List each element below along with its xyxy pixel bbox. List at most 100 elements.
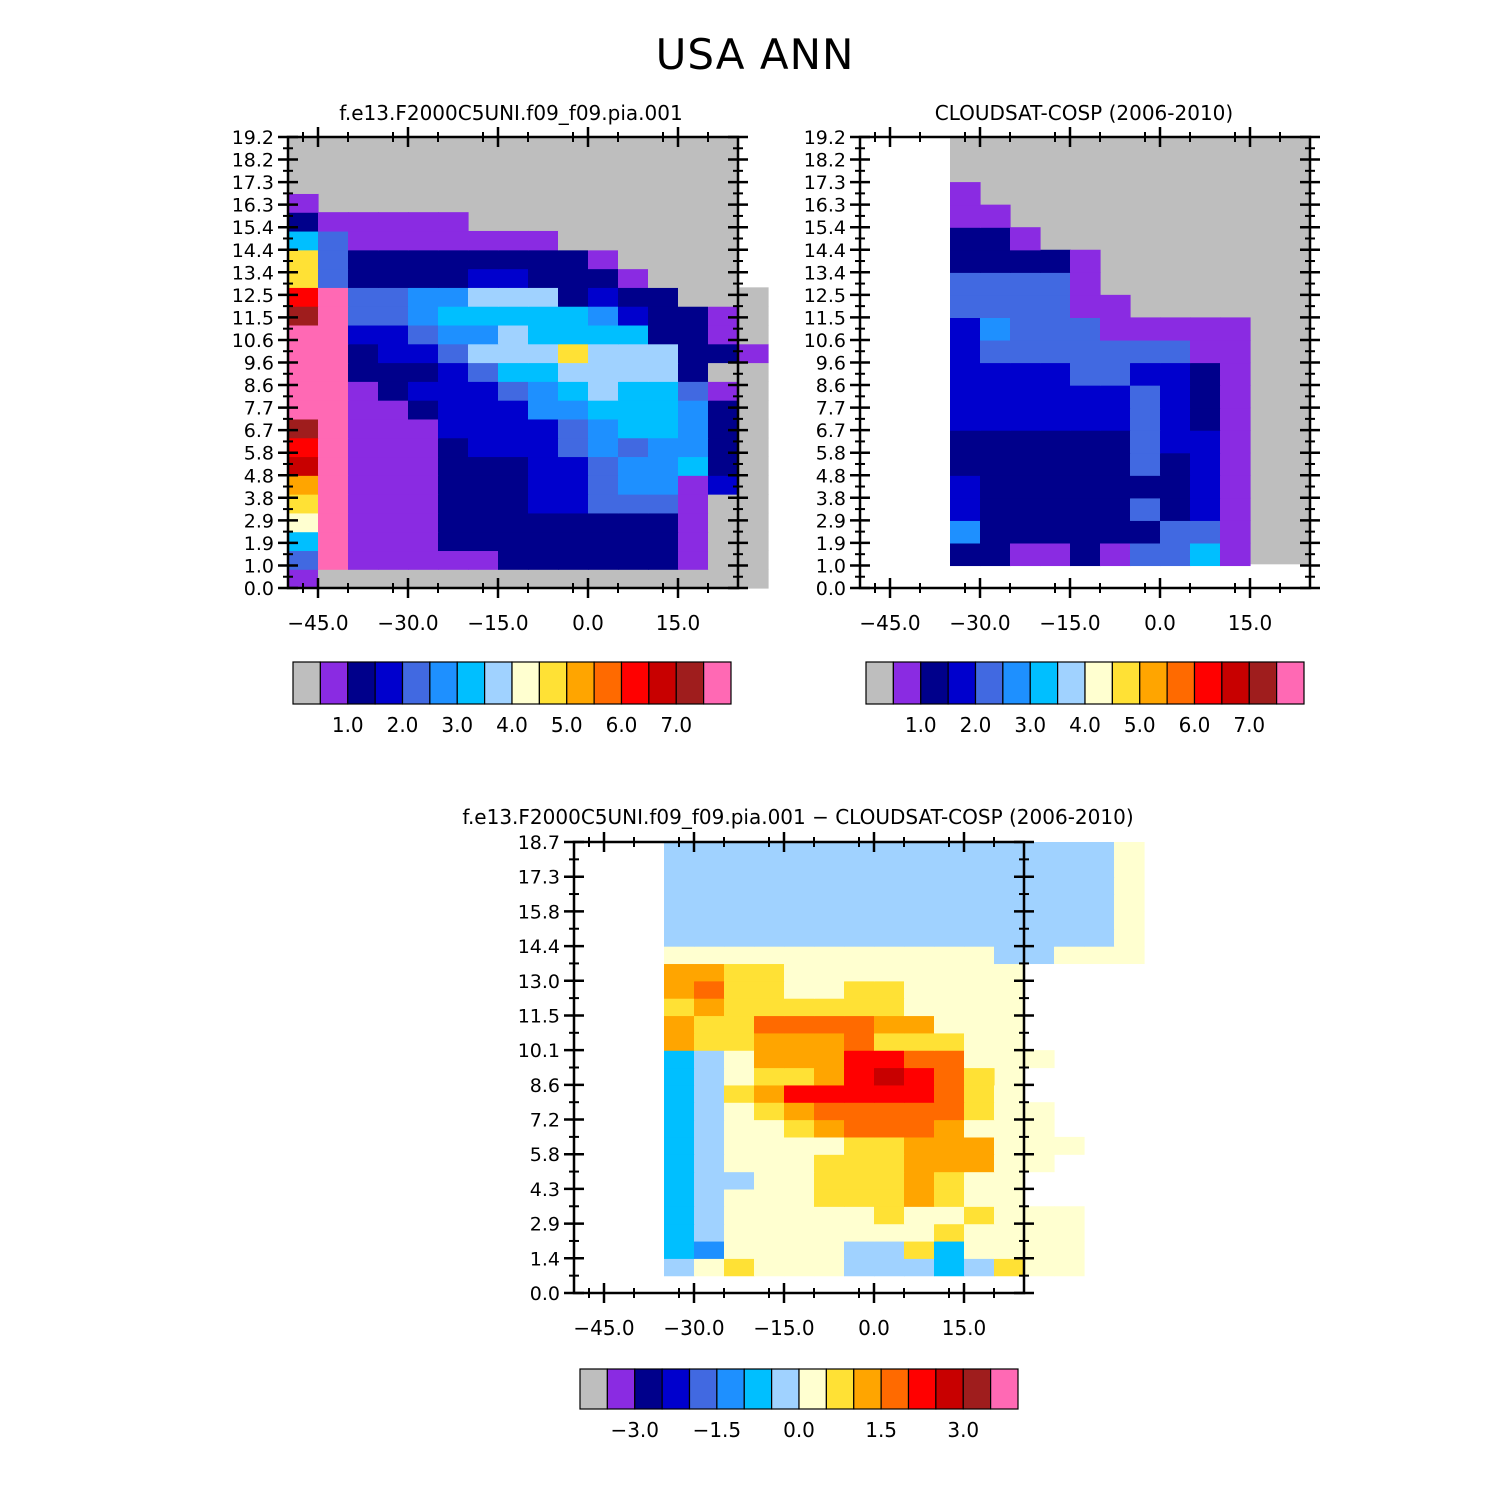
heatmap-cell xyxy=(694,911,725,930)
heatmap-cell xyxy=(874,1015,905,1034)
heatmap-cell xyxy=(528,249,559,270)
heatmap-cell xyxy=(754,1154,785,1173)
heatmap-cell xyxy=(724,1136,755,1155)
heatmap-cell xyxy=(678,343,709,364)
heatmap-cell xyxy=(468,381,499,401)
heatmap-cell xyxy=(964,1188,995,1207)
heatmap-cell xyxy=(678,324,709,345)
heatmap-cell xyxy=(844,1102,875,1121)
heatmap-cell xyxy=(1190,407,1221,431)
y-tick-label: 13.4 xyxy=(804,262,846,284)
heatmap-cell xyxy=(1160,339,1191,364)
y-tick-label: 3.8 xyxy=(816,488,846,510)
heatmap-cell xyxy=(1190,520,1221,544)
heatmap-cell xyxy=(438,343,469,364)
heatmap-cell xyxy=(348,400,379,420)
heatmap-cell xyxy=(1040,272,1071,296)
heatmap-cell xyxy=(468,362,499,382)
colorbar-label: 5.0 xyxy=(551,713,583,737)
heatmap-cell xyxy=(950,204,981,228)
heatmap-cell xyxy=(694,1223,725,1242)
heatmap-cell xyxy=(980,385,1011,409)
heatmap-cell xyxy=(1070,339,1101,364)
colorbar-swatch xyxy=(974,661,1004,705)
heatmap-cell xyxy=(348,287,379,307)
heatmap-cell xyxy=(438,475,469,495)
heatmap-cell xyxy=(964,1206,995,1225)
heatmap-cell xyxy=(1040,520,1071,544)
heatmap-cell xyxy=(1010,452,1041,476)
heatmap-cell xyxy=(784,911,815,930)
heatmap-cell xyxy=(1024,842,1055,860)
heatmap-cell xyxy=(408,475,439,495)
heatmap-cell xyxy=(874,842,905,860)
heatmap-cells xyxy=(288,137,769,589)
heatmap-cell xyxy=(1024,911,1055,930)
heatmap-cell xyxy=(348,381,379,401)
y-tick-label: 0.0 xyxy=(244,578,274,600)
heatmap-cell xyxy=(814,963,845,982)
heatmap-cell xyxy=(408,268,439,288)
heatmap-cell xyxy=(724,1258,755,1277)
heatmap-cell xyxy=(378,512,409,533)
heatmap-cell xyxy=(694,1136,725,1155)
heatmap-cell xyxy=(754,1223,785,1242)
heatmap-cell xyxy=(648,343,679,364)
colorbar-label: 3.0 xyxy=(441,713,473,737)
heatmap-cell xyxy=(708,456,739,476)
heatmap-cell xyxy=(904,876,935,895)
colorbar-swatch xyxy=(648,661,677,705)
heatmap-cell xyxy=(1024,1223,1055,1242)
heatmap-cell xyxy=(1024,1136,1055,1155)
heatmap-cells xyxy=(950,182,1251,567)
heatmap-cell xyxy=(844,1067,875,1086)
heatmap-cell xyxy=(588,306,619,326)
heatmap-cell xyxy=(964,1084,995,1103)
heatmap-cell xyxy=(724,1050,755,1069)
y-tick-label: 1.9 xyxy=(244,533,274,555)
colorbar-swatch xyxy=(634,1368,663,1410)
heatmap-cell xyxy=(904,980,935,999)
heatmap-cell xyxy=(874,1154,905,1173)
heatmap-cell xyxy=(754,1171,785,1190)
heatmap-cell xyxy=(618,418,649,439)
heatmap-cell xyxy=(934,1015,965,1034)
heatmap-cell xyxy=(558,550,589,570)
heatmap-cell xyxy=(528,268,559,288)
panel-diff: f.e13.F2000C5UNI.f09_f09.pia.001 − CLOUD… xyxy=(462,805,1145,1442)
heatmap-cell xyxy=(288,475,319,495)
y-tick-label: 14.4 xyxy=(518,936,560,958)
heatmap-cell xyxy=(678,418,709,439)
x-tick-label: −45.0 xyxy=(859,611,920,635)
heatmap-cell xyxy=(378,249,409,270)
heatmap-cell xyxy=(408,362,439,382)
heatmap-cell xyxy=(664,859,695,878)
x-tick-label: −45.0 xyxy=(573,1316,634,1340)
x-tick-label: −30.0 xyxy=(377,611,438,635)
colorbar-swatch xyxy=(456,661,486,705)
colorbar-swatch xyxy=(429,661,458,705)
heatmap-cell xyxy=(784,963,815,982)
heatmap-cell xyxy=(950,294,981,318)
colorbar-swatch xyxy=(743,1368,773,1410)
y-tick-label: 14.4 xyxy=(232,240,274,262)
heatmap-cell xyxy=(950,385,981,409)
heatmap-cell xyxy=(468,230,499,251)
y-tick-label: 2.9 xyxy=(530,1214,560,1236)
heatmap-cell xyxy=(694,842,725,860)
heatmap-cell xyxy=(664,842,695,860)
heatmap-cell xyxy=(1054,946,1085,965)
heatmap-cell xyxy=(1220,430,1251,454)
heatmap-cell xyxy=(724,1223,755,1242)
y-tick-label: 12.5 xyxy=(232,285,274,307)
heatmap-cell xyxy=(784,1084,815,1103)
heatmap-cell xyxy=(528,569,559,589)
heatmap-cell xyxy=(814,946,845,965)
heatmap-cell xyxy=(814,1119,845,1138)
heatmap-cell xyxy=(724,1171,755,1190)
heatmap-cell xyxy=(708,531,739,552)
panel-diff-title: f.e13.F2000C5UNI.f09_f09.pia.001 − CLOUD… xyxy=(462,805,1133,829)
heatmap-cell xyxy=(904,1154,935,1173)
y-tick-label: 7.2 xyxy=(530,1110,560,1132)
heatmap-cell xyxy=(874,998,905,1017)
